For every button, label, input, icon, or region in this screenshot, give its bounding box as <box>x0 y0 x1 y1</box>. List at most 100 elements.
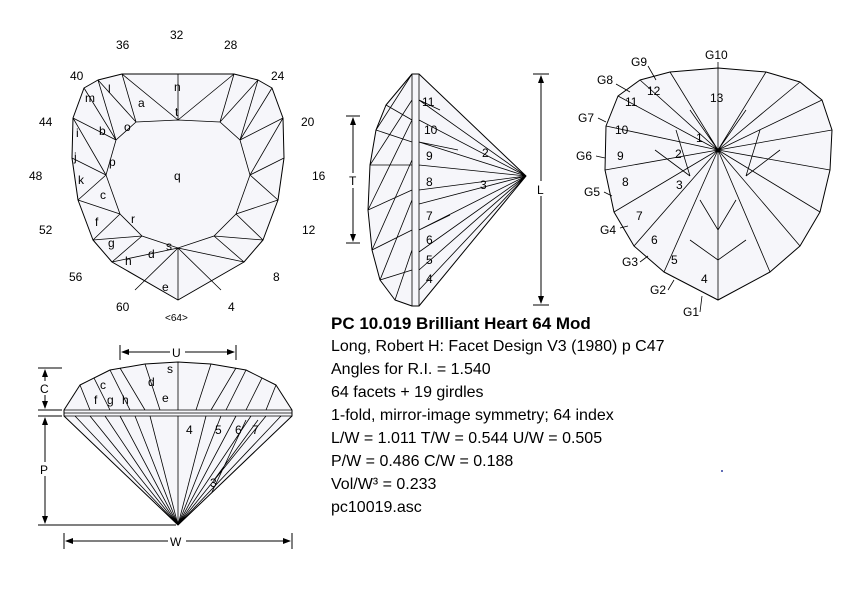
design-info-line: pc10019.asc <box>331 499 422 516</box>
girdle-label: G5 <box>584 185 600 199</box>
girdle-label: G10 <box>705 48 728 62</box>
crown-index-mark: 40 <box>70 69 84 83</box>
side-dimension-t-label: T <box>349 174 357 188</box>
design-info-line: P/W = 0.486 C/W = 0.188 <box>331 453 514 470</box>
design-info-line: Vol/W³ = 0.233 <box>331 476 437 493</box>
design-info: PC 10.019 Brilliant Heart 64 Mod Long, R… <box>331 312 665 519</box>
girdle-label: G3 <box>622 255 638 269</box>
crown-index-mark: 28 <box>224 38 238 52</box>
elevation-crown-label: g <box>107 393 114 407</box>
elevation-facet-lines <box>64 362 292 526</box>
elevation-dimension-p: P <box>38 415 176 526</box>
side-dimension-t: T <box>346 115 360 244</box>
side-view: 11 10 9 8 7 6 5 4 2 3 T L <box>346 73 549 307</box>
side-facet-label: 11 <box>422 95 435 109</box>
pavilion-facet-labels: 13 12 11 10 9 8 7 6 5 4 1 2 3 <box>615 84 724 286</box>
side-facet-lines <box>367 73 527 306</box>
side-outline <box>367 73 527 307</box>
girdle-label: G7 <box>578 111 594 125</box>
elevation-pavilion-label: 4 <box>186 423 193 437</box>
side-facet-label: 6 <box>426 233 433 247</box>
side-facet-label: 3 <box>480 178 487 192</box>
elevation-pavilion-label: 7 <box>252 423 259 437</box>
elevation-dimension-w-label: W <box>170 535 182 549</box>
side-facet-label: 9 <box>426 149 433 163</box>
crown-facet-label: d <box>148 247 155 261</box>
design-info-line: Angles for R.I. = 1.540 <box>331 361 491 378</box>
girdle-label: G1 <box>683 305 699 319</box>
crown-index-mark: 16 <box>312 169 326 183</box>
pavilion-facet-label: 3 <box>676 178 683 192</box>
crown-index-mark: 20 <box>301 115 315 129</box>
elevation-crown-label: f <box>94 393 98 407</box>
crown-facet-label: r <box>131 212 135 226</box>
side-facet-label: 10 <box>424 123 438 137</box>
design-info-line: 1-fold, mirror-image symmetry; 64 index <box>331 407 614 424</box>
elevation-dimension-u-label: U <box>172 346 181 360</box>
elevation-crown-labels: s c d f g h e <box>94 362 173 407</box>
crown-facet-label: m <box>85 91 95 105</box>
crown-facet-label: e <box>162 280 169 294</box>
crown-facet-label: b <box>99 124 106 138</box>
girdle-label: G6 <box>576 149 592 163</box>
side-dimension-l: L <box>533 73 549 306</box>
crown-facet-label: n <box>174 80 181 94</box>
design-info-line: L/W = 1.011 T/W = 0.544 U/W = 0.505 <box>331 430 603 447</box>
girdle-label: G2 <box>650 283 666 297</box>
pavilion-facet-lines <box>604 68 833 300</box>
crown-index-mark: 56 <box>69 270 83 284</box>
crown-index-mark: <64> <box>165 313 188 324</box>
elevation-pavilion-label: 3 <box>210 476 217 490</box>
crown-index-mark: 4 <box>228 300 235 314</box>
elevation-dimension-c-label: C <box>40 382 49 396</box>
crown-facet-label: t <box>175 105 179 119</box>
design-title: PC 10.019 Brilliant Heart 64 Mod <box>331 314 591 333</box>
elevation-view: s c d f g h e 4 5 6 7 3 U C <box>38 345 293 549</box>
elevation-dimension-w: W <box>63 533 293 549</box>
pavilion-facet-label: 10 <box>615 123 629 137</box>
crown-facet-label: i <box>76 126 79 140</box>
crown-facet-label: f <box>95 215 99 229</box>
pavilion-facet-label: 11 <box>625 95 638 109</box>
crown-facet-label: s <box>166 239 172 253</box>
side-facet-label: 4 <box>426 272 433 286</box>
pavilion-view: 13 12 11 10 9 8 7 6 5 4 1 2 3 G10 G9 G8 … <box>576 48 833 319</box>
side-facet-label: 5 <box>426 253 433 267</box>
elevation-dimension-p-label: P <box>40 463 48 477</box>
crown-facet-label: l <box>108 82 111 96</box>
girdle-labels: G10 G9 G8 G7 G6 G5 G4 G3 G2 G1 <box>576 48 728 319</box>
design-info-line: 64 facets + 19 girdles <box>331 384 484 401</box>
crown-index-mark: 36 <box>116 38 130 52</box>
side-dimension-l-label: L <box>537 183 544 197</box>
pavilion-facet-label: 9 <box>617 149 624 163</box>
crown-facet-label: j <box>73 150 77 164</box>
crown-index-mark: 24 <box>271 69 285 83</box>
crown-facet-label: k <box>78 173 85 187</box>
crown-facet-label: o <box>124 120 131 134</box>
elevation-dimension-u: U <box>119 345 237 360</box>
pavilion-facet-label: 8 <box>622 175 629 189</box>
crown-view: 32 28 24 20 16 12 8 4 <64> 60 56 52 48 4… <box>29 28 326 324</box>
crown-facet-label: h <box>125 254 132 268</box>
crown-facet-label: p <box>109 155 116 169</box>
pavilion-facet-label: 6 <box>651 233 658 247</box>
crown-index-mark: 12 <box>302 223 316 237</box>
elevation-crown-label: s <box>167 362 173 376</box>
pavilion-facet-label: 12 <box>647 84 661 98</box>
side-facet-label: 2 <box>482 146 489 160</box>
elevation-pavilion-labels: 4 5 6 7 3 <box>186 423 259 490</box>
crown-index-mark: 44 <box>39 115 53 129</box>
side-facet-label: 7 <box>426 209 433 223</box>
design-info-line: Long, Robert H: Facet Design V3 (1980) p… <box>331 338 665 355</box>
elevation-dimension-c: C <box>38 367 62 411</box>
crown-facet-label: a <box>138 96 145 110</box>
crown-index-mark: 8 <box>273 270 280 284</box>
elevation-pavilion-label: 6 <box>235 423 242 437</box>
crown-facet-lines <box>71 73 285 300</box>
girdle-label: G4 <box>600 223 616 237</box>
crown-index-mark: 32 <box>170 28 184 42</box>
elevation-crown-label: c <box>100 378 106 392</box>
elevation-crown-label: h <box>122 393 129 407</box>
crown-facet-labels: n t a l m o b i j p k q c f r g h d s e <box>73 80 181 294</box>
